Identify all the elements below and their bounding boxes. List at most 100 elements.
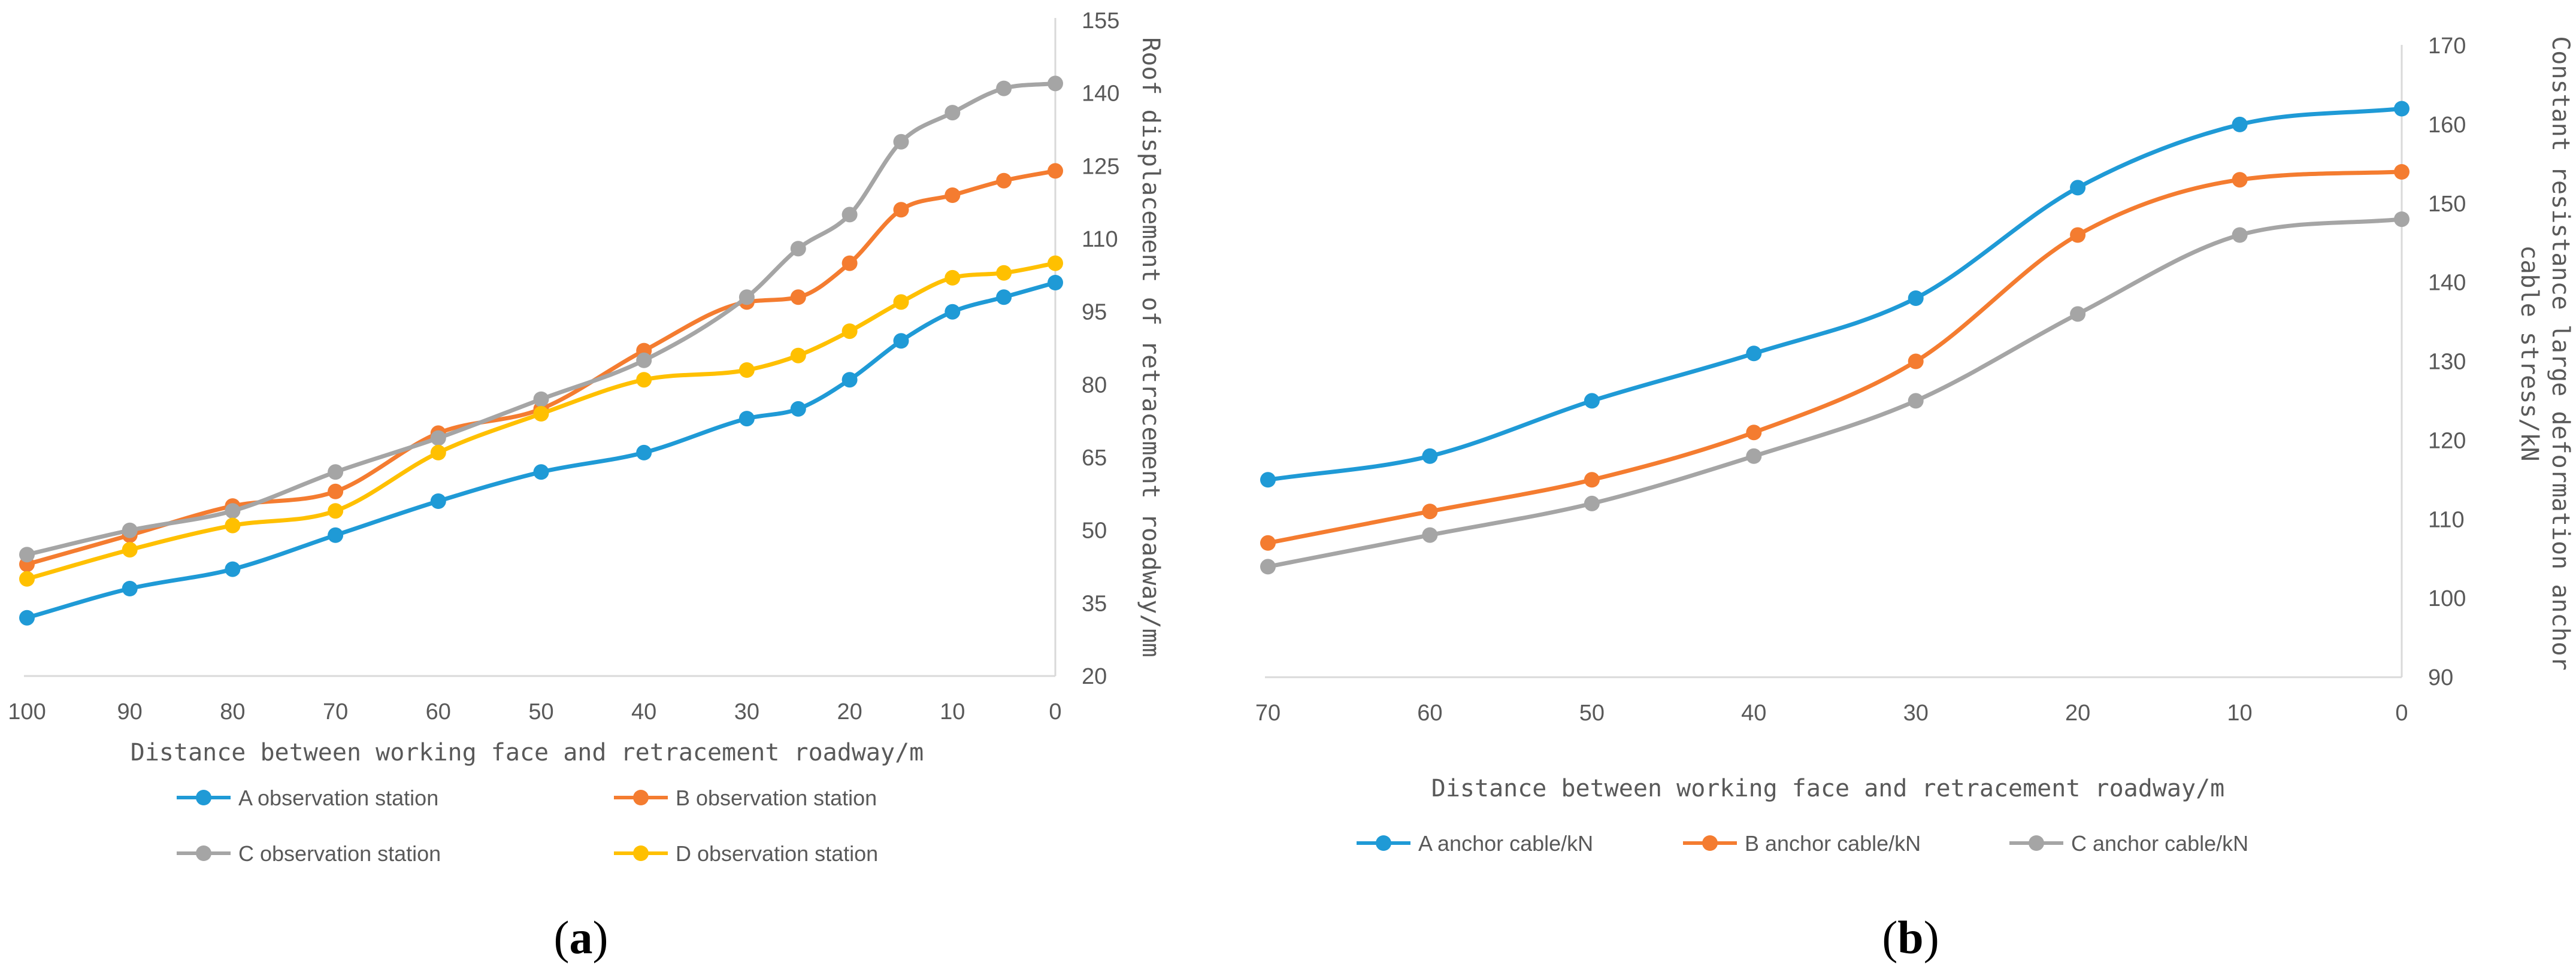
- chart-a-y-tick-label: 35: [1082, 591, 1107, 616]
- chart-b-y-tick-label: 140: [2428, 271, 2466, 296]
- chart-a-legend: A observation station B observation stat…: [177, 786, 878, 866]
- panel-b-label: (b): [1882, 911, 1939, 963]
- chart-b-data-point: [1584, 495, 1600, 511]
- chart-b-data-point: [1746, 448, 1762, 464]
- chart-b-legend-label-a: A anchor cable/kN: [1418, 831, 1593, 856]
- chart-a-data-point: [430, 430, 446, 446]
- chart-b-data-point: [1908, 290, 1924, 306]
- chart-a-data-point: [841, 372, 858, 388]
- chart-a-data-point: [841, 323, 858, 340]
- chart-b-x-tick-label: 70: [1255, 701, 1281, 726]
- chart-b-data-point: [1260, 559, 1276, 575]
- chart-a-data-point: [790, 347, 806, 363]
- chart-a-data-point: [945, 187, 961, 203]
- chart-a-data-point: [122, 522, 138, 538]
- chart-b-x-tick-label: 60: [1417, 701, 1442, 726]
- chart-a-legend-label-c: C observation station: [238, 841, 441, 866]
- chart-a-y-tick-label: 65: [1082, 445, 1107, 471]
- chart-a-y-tick-label: 125: [1082, 154, 1119, 179]
- chart-b-y-tick-label: 160: [2428, 113, 2466, 138]
- chart-a-y-tick-label: 20: [1082, 664, 1107, 689]
- chart-a-y-tick-label: 110: [1082, 227, 1118, 252]
- chart-a-x-tick-label: 30: [734, 699, 759, 725]
- chart-b-y-ticks: 90 100 110 120 130 140 150 160 170: [2428, 34, 2466, 690]
- chart-a-data-point: [328, 483, 344, 499]
- chart-a-data-point: [996, 80, 1012, 96]
- chart-a-data-point: [945, 105, 961, 121]
- chart-a-data-point: [225, 517, 241, 534]
- chart-a-data-point: [841, 207, 858, 223]
- panel-a-label-close: ): [593, 911, 609, 963]
- chart-a-data-point: [1048, 163, 1063, 179]
- chart-b-data-point: [2070, 227, 2086, 243]
- chart-b-y-tick-label: 150: [2428, 192, 2466, 217]
- chart-a-legend-label-a: A observation station: [238, 786, 438, 810]
- chart-a-data-point: [225, 503, 241, 519]
- chart-b-data-point: [1422, 527, 1438, 543]
- chart-b-x-tick-label: 50: [1579, 701, 1605, 726]
- chart-a-legend-item-d: D observation station: [614, 841, 878, 866]
- chart-b-data-point: [1584, 393, 1600, 409]
- chart-b-data-point: [1746, 425, 1762, 441]
- chart-b-data-point: [1746, 345, 1762, 362]
- chart-a-data-point: [19, 610, 35, 626]
- chart-a-data-point: [636, 352, 652, 368]
- chart-a-data-point: [225, 561, 241, 577]
- chart-a-data-point: [533, 406, 549, 422]
- chart-a-legend-label-d: D observation station: [676, 841, 878, 866]
- chart-a-legend-item-b: B observation station: [614, 786, 877, 810]
- chart-b-legend-item-b: B anchor cable/kN: [1683, 831, 1921, 856]
- chart-a-y-tick-label: 50: [1082, 519, 1107, 544]
- chart-a-data-point: [945, 304, 961, 320]
- chart-a-data-point: [533, 391, 549, 407]
- chart-b-data-point: [2394, 164, 2409, 180]
- chart-b-y-tick-label: 130: [2428, 350, 2466, 375]
- chart-b-series-line-0: [1266, 107, 2404, 482]
- chart-a-data-point: [996, 172, 1012, 189]
- chart-b-series-group: [1260, 101, 2409, 575]
- chart-b-data-point: [2232, 172, 2248, 188]
- chart-a-data-point: [1048, 255, 1063, 271]
- chart-b-series-line-2: [1266, 217, 2404, 569]
- chart-a-y-tick-label: 95: [1082, 300, 1107, 325]
- chart-b-y-axis-title-line1: Constant resistance large deformation an…: [2547, 36, 2574, 671]
- chart-a-data-point: [893, 202, 909, 218]
- chart-a-series-group: [19, 75, 1063, 626]
- chart-b-data-point: [1422, 504, 1438, 520]
- chart-b-x-ticks: 70 60 50 40 30 20 10 0: [1255, 701, 2408, 726]
- chart-a-data-point: [19, 571, 35, 587]
- chart-a-data-point: [328, 527, 344, 543]
- chart-b-legend-label-b: B anchor cable/kN: [1745, 831, 1921, 856]
- chart-b-y-tick-label: 100: [2428, 586, 2466, 611]
- chart-b-x-axis-title: Distance between working face and retrac…: [1431, 775, 2225, 802]
- chart-b-data-point: [1260, 472, 1276, 488]
- chart-a-x-tick-label: 90: [117, 699, 143, 725]
- chart-b-y-tick-label: 120: [2428, 428, 2466, 453]
- chart-a-y-tick-label: 140: [1082, 81, 1119, 107]
- chart-a-series-line-2: [25, 81, 1058, 557]
- chart-b-data-point: [1260, 535, 1276, 551]
- chart-b-data-point: [2232, 227, 2248, 243]
- chart-a-data-point: [1048, 75, 1063, 92]
- chart-b-y-tick-label: 170: [2428, 34, 2466, 59]
- chart-a-data-point: [790, 289, 806, 305]
- chart-b-legend-label-c: C anchor cable/kN: [2071, 831, 2248, 856]
- chart-b-data-point: [1908, 393, 1924, 409]
- chart-a-legend-swatch-marker: [196, 790, 211, 805]
- chart-b-x-tick-label: 40: [1741, 701, 1766, 726]
- chart-a-data-point: [893, 294, 909, 310]
- panel-b-label-close: ): [1924, 911, 1939, 963]
- chart-a-data-point: [790, 401, 806, 417]
- chart-b-y-tick-label: 90: [2428, 665, 2453, 690]
- chart-a-y-ticks: 20 35 50 65 80 95 110 125 140 155: [1082, 8, 1119, 689]
- chart-a-legend-swatch-marker: [633, 845, 649, 861]
- panel-b-label-open: (: [1882, 911, 1897, 963]
- chart-a-data-point: [1048, 275, 1063, 290]
- chart-b-legend-swatch-marker: [2029, 835, 2044, 851]
- chart-a-x-ticks: 100 90 80 70 60 50 40 30 20 10 0: [8, 699, 1061, 725]
- chart-b-y-tick-label: 110: [2428, 507, 2465, 532]
- chart-a-data-point: [738, 411, 755, 427]
- chart-b-x-tick-label: 20: [2065, 701, 2090, 726]
- chart-b-data-point: [2070, 306, 2086, 322]
